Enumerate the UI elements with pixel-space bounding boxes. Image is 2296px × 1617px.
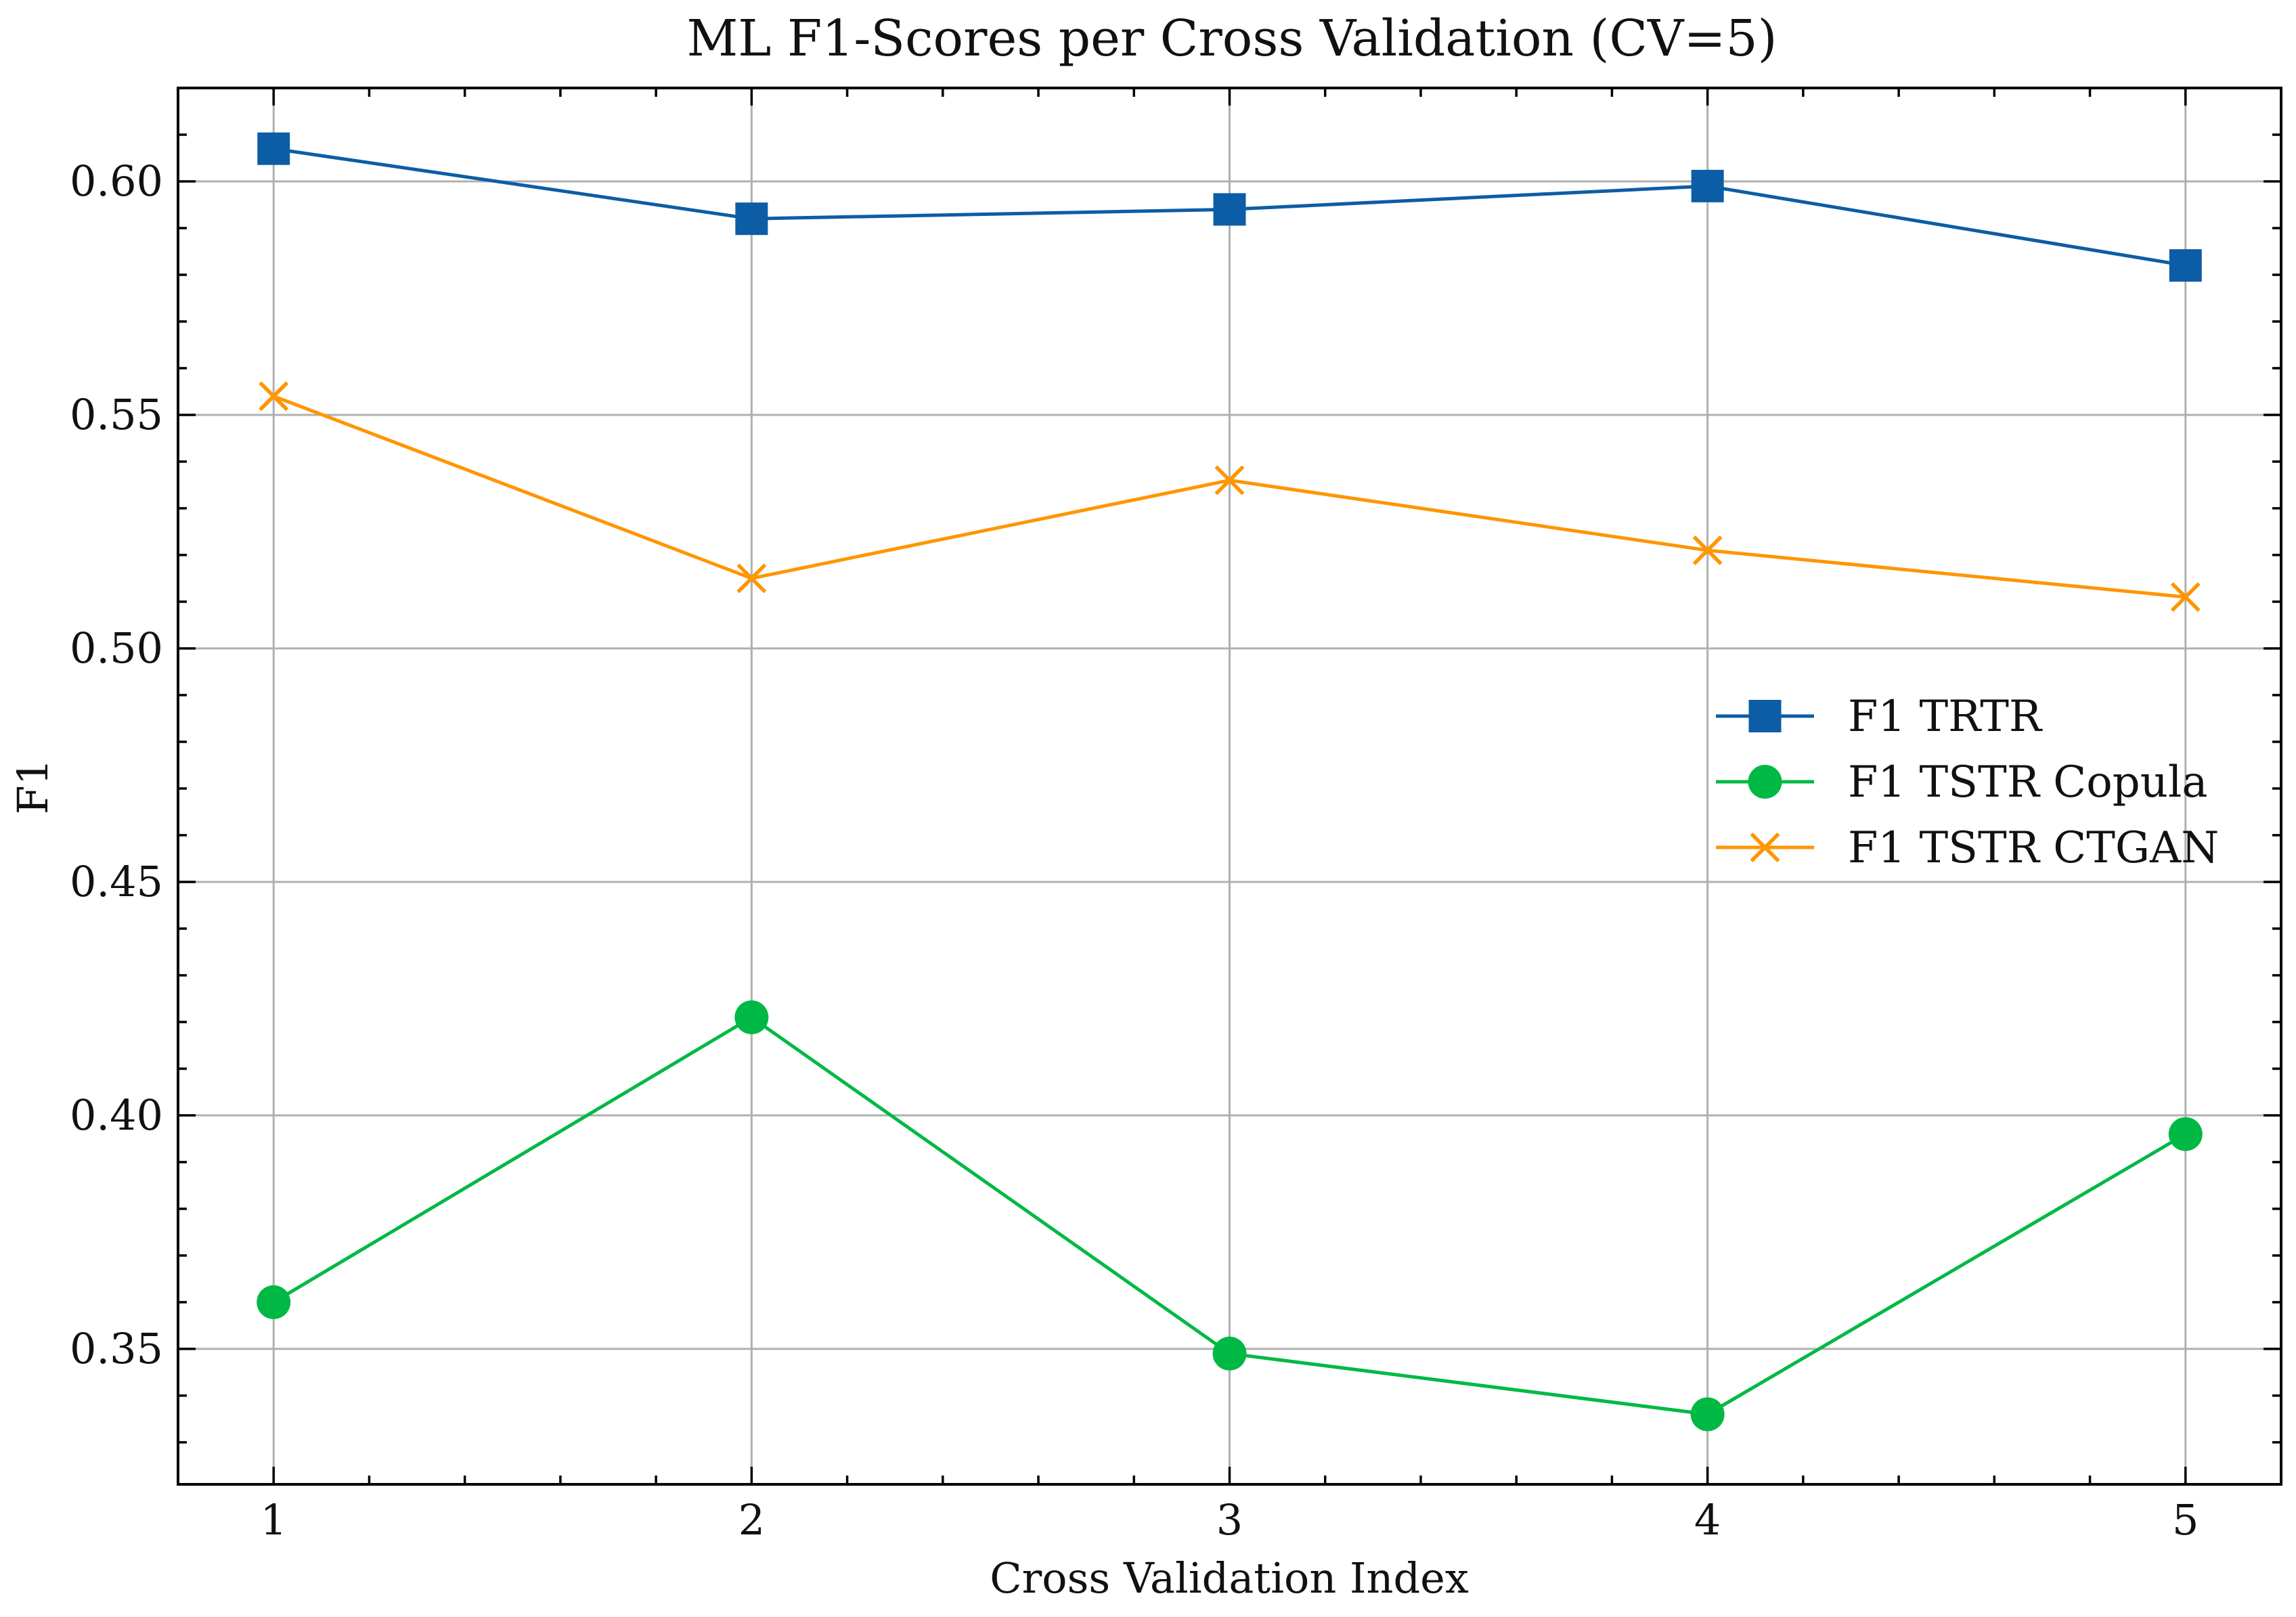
- tick-labels: 1 2 3 4 5 0.35 0.40 0.45 0.50 0.55 0.60: [70, 156, 2199, 1545]
- y-tick-label: 0.35: [70, 1324, 163, 1373]
- data-point-square: [1691, 169, 1724, 202]
- x-tick-label: 3: [1216, 1495, 1243, 1545]
- legend-label: F1 TSTR Copula: [1848, 757, 2208, 807]
- data-point-square: [257, 132, 290, 165]
- x-tick-label: 5: [2172, 1495, 2199, 1545]
- legend-entry: F1 TRTR: [1716, 692, 2043, 742]
- legend-marker-x: [1750, 833, 1780, 862]
- legend-marker-circle: [1748, 765, 1782, 799]
- y-tick-label: 0.55: [70, 390, 163, 439]
- data-point-x-stroke: [2170, 582, 2201, 613]
- data-point-square: [2169, 249, 2202, 282]
- y-tick-label: 0.60: [70, 156, 163, 206]
- data-point-x-stroke: [1692, 535, 1723, 566]
- data-point-x: [2170, 582, 2201, 613]
- legend-entry: F1 TSTR Copula: [1716, 757, 2208, 807]
- data-point-circle: [2168, 1117, 2203, 1151]
- data-point-circle: [257, 1285, 291, 1319]
- data-point-square: [735, 202, 768, 236]
- x-axis-label: Cross Validation Index: [990, 1553, 1469, 1603]
- legend-marker-x-stroke: [1750, 833, 1780, 862]
- legend-label: F1 TSTR CTGAN: [1848, 823, 2219, 873]
- data-point-circle: [1212, 1336, 1247, 1371]
- series-0: [257, 132, 2202, 282]
- data-point-circle: [734, 1000, 769, 1035]
- data-point-x: [259, 381, 289, 412]
- data-point-x-stroke: [259, 381, 289, 412]
- series-1: [257, 1000, 2203, 1432]
- legend: F1 TRTR F1 TSTR Copula F1 TSTR CTGAN: [1716, 692, 2219, 873]
- y-tick-label: 0.50: [70, 623, 163, 673]
- series-2: [259, 381, 2201, 613]
- y-tick-label: 0.45: [70, 857, 163, 906]
- data-point-x-stroke: [736, 563, 767, 594]
- x-tick-label: 4: [1694, 1495, 1721, 1545]
- data-point-square: [1213, 193, 1246, 226]
- y-axis-label: F1: [8, 759, 58, 814]
- data-point-x: [1692, 535, 1723, 566]
- legend-marker-square: [1748, 700, 1782, 732]
- series-layer: [257, 132, 2203, 1432]
- data-point-circle: [1690, 1397, 1725, 1432]
- data-point-x: [1214, 465, 1245, 495]
- legend-entry: F1 TSTR CTGAN: [1716, 823, 2219, 873]
- data-point-x-stroke: [1214, 465, 1245, 495]
- chart-title: ML F1-Scores per Cross Validation (CV=5): [687, 9, 1778, 68]
- legend-label: F1 TRTR: [1848, 692, 2043, 742]
- y-tick-label: 0.40: [70, 1090, 163, 1140]
- x-tick-label: 2: [738, 1495, 765, 1545]
- ticks: [177, 88, 2282, 1484]
- data-point-x: [736, 563, 767, 594]
- x-tick-label: 1: [261, 1495, 287, 1545]
